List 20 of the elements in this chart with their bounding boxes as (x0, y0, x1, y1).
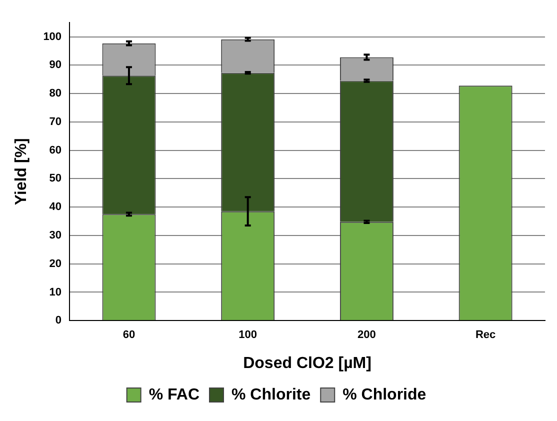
y-tick-label: 100 (43, 30, 62, 43)
y-axis-title: Yield [%] (13, 138, 30, 206)
y-tick-label: 80 (49, 88, 62, 100)
y-tick-label: 30 (49, 229, 62, 242)
y-tick-label: 0 (55, 314, 62, 327)
legend-label: % Chlorite (231, 386, 311, 404)
y-tick-label: 20 (49, 258, 62, 270)
x-tick-label: 200 (358, 329, 376, 342)
x-tick-label: 100 (238, 329, 258, 342)
y-tick-label: 50 (49, 172, 62, 185)
x-tick-label: 60 (122, 329, 136, 342)
y-tick-label: 40 (49, 201, 62, 214)
x-axis-title: Dosed ClO2 [µM] (243, 354, 372, 372)
y-tick-label: 60 (49, 144, 62, 156)
y-tick-label: 10 (49, 286, 62, 298)
legend-label: % Chloride (342, 386, 426, 404)
y-tick-label: 90 (49, 59, 62, 72)
y-tick-label: 70 (49, 116, 62, 128)
x-tick-label: Rec (475, 329, 496, 342)
legend-label: % FAC (148, 386, 200, 404)
